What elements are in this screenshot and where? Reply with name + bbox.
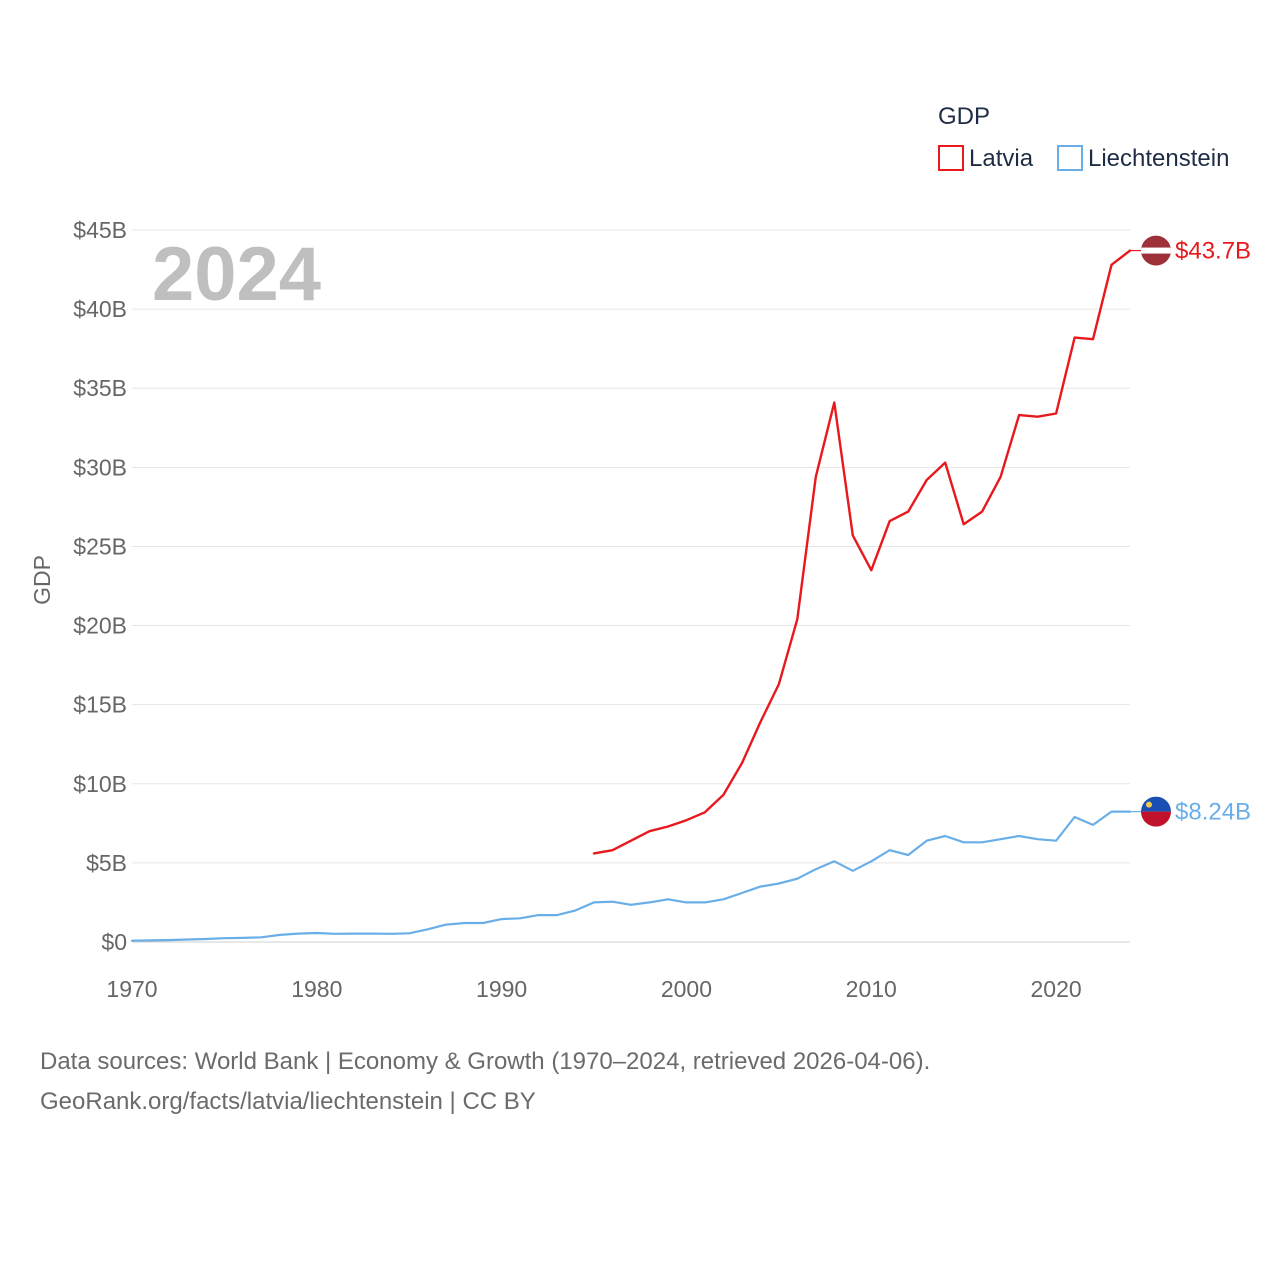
end-value-label-liechtenstein: $8.24B [1175,799,1251,826]
latvia-flag-icon [1141,235,1171,266]
legend-item-liechtenstein[interactable]: Liechtenstein [1057,145,1229,172]
series-line-liechtenstein [130,810,1132,942]
x-tick-label: 1990 [476,976,527,1002]
flag-markers [1141,235,1171,827]
end-value-label-latvia: $43.7B [1175,238,1251,265]
x-axis-ticks: 1970 1980 1990 2000 2010 2020 [106,976,1081,1002]
data-sources: Data sources: World Bank | Economy & Gro… [40,1042,1240,1122]
liechtenstein-flag-icon [1141,796,1171,827]
y-tick-label: $40B [73,296,127,322]
x-tick-label: 1970 [106,976,157,1002]
series-line-latvia [592,249,1132,855]
legend-swatch-latvia [938,145,964,171]
legend-swatch-liechtenstein [1057,145,1083,171]
y-tick-label: $35B [73,375,127,401]
y-tick-label: $25B [73,533,127,559]
y-tick-label: $15B [73,692,127,718]
source-line-2: GeoRank.org/facts/latvia/liechtenstein |… [40,1088,536,1115]
y-tick-label: $20B [73,613,127,639]
x-tick-label: 2020 [1030,976,1081,1002]
source-line-1: Data sources: World Bank | Economy & Gro… [40,1048,931,1075]
y-tick-label: $0 [101,929,127,955]
series-latvia[interactable]: $43.7B [592,238,1251,855]
gridlines [132,229,1130,943]
legend-label-latvia: Latvia [969,145,1034,172]
legend: GDP Latvia Liechtenstein [938,103,1229,172]
series-layer: $43.7B $8.24B [130,238,1251,942]
legend-label-liechtenstein: Liechtenstein [1088,145,1229,172]
x-tick-label: 2000 [661,976,712,1002]
x-tick-label: 2010 [846,976,897,1002]
y-axis-ticks: $0 $5B $10B $15B $20B $25B $30B $35B $40B $45B [73,217,127,955]
legend-title: GDP [938,103,990,130]
year-label: 2024 [152,232,321,317]
series-liechtenstein[interactable]: $8.24B [130,799,1251,942]
x-tick-label: 1980 [291,976,342,1002]
legend-item-latvia[interactable]: Latvia [938,145,1034,172]
y-axis-title: GDP [29,555,55,605]
y-tick-label: $5B [86,850,127,876]
y-tick-label: $45B [73,217,127,243]
y-tick-label: $30B [73,454,127,480]
y-tick-label: $10B [73,771,127,797]
